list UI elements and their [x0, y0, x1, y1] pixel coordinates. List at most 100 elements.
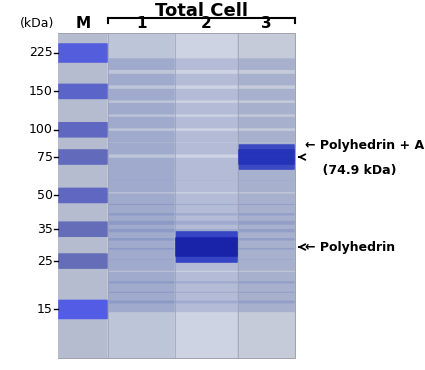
- FancyBboxPatch shape: [108, 213, 175, 225]
- FancyBboxPatch shape: [238, 272, 295, 283]
- FancyBboxPatch shape: [175, 221, 238, 232]
- FancyBboxPatch shape: [238, 281, 295, 293]
- FancyBboxPatch shape: [108, 281, 175, 293]
- Text: ← Polyhedrin: ← Polyhedrin: [305, 240, 395, 253]
- FancyBboxPatch shape: [108, 292, 175, 303]
- FancyBboxPatch shape: [108, 117, 175, 128]
- FancyBboxPatch shape: [175, 158, 238, 169]
- FancyBboxPatch shape: [175, 58, 238, 70]
- FancyBboxPatch shape: [108, 204, 175, 215]
- Bar: [58, 33, 295, 358]
- Text: 100: 100: [29, 123, 53, 136]
- FancyBboxPatch shape: [238, 300, 295, 312]
- FancyBboxPatch shape: [175, 238, 238, 250]
- FancyBboxPatch shape: [58, 43, 108, 63]
- FancyBboxPatch shape: [108, 248, 175, 260]
- FancyBboxPatch shape: [175, 259, 238, 271]
- Bar: [176, 34, 238, 357]
- FancyBboxPatch shape: [238, 181, 295, 192]
- FancyBboxPatch shape: [58, 221, 108, 237]
- FancyBboxPatch shape: [238, 238, 295, 250]
- FancyBboxPatch shape: [238, 74, 295, 85]
- Text: (kDa): (kDa): [20, 17, 54, 30]
- FancyBboxPatch shape: [238, 143, 295, 154]
- FancyBboxPatch shape: [175, 300, 238, 312]
- FancyBboxPatch shape: [58, 253, 108, 269]
- Text: 225: 225: [29, 47, 53, 60]
- FancyBboxPatch shape: [175, 213, 238, 225]
- FancyBboxPatch shape: [175, 89, 238, 100]
- FancyBboxPatch shape: [108, 158, 175, 169]
- FancyBboxPatch shape: [108, 272, 175, 283]
- Text: M: M: [75, 16, 91, 30]
- FancyBboxPatch shape: [238, 149, 295, 165]
- FancyBboxPatch shape: [175, 292, 238, 303]
- FancyBboxPatch shape: [108, 259, 175, 271]
- FancyBboxPatch shape: [58, 149, 108, 165]
- FancyBboxPatch shape: [108, 131, 175, 142]
- FancyBboxPatch shape: [108, 229, 175, 240]
- FancyBboxPatch shape: [238, 158, 295, 169]
- Text: 35: 35: [37, 223, 53, 236]
- FancyBboxPatch shape: [238, 213, 295, 225]
- FancyBboxPatch shape: [108, 169, 175, 181]
- FancyBboxPatch shape: [175, 181, 238, 192]
- FancyBboxPatch shape: [108, 221, 175, 232]
- FancyBboxPatch shape: [175, 143, 238, 154]
- FancyBboxPatch shape: [175, 204, 238, 215]
- FancyBboxPatch shape: [238, 194, 295, 205]
- FancyBboxPatch shape: [175, 194, 238, 205]
- FancyBboxPatch shape: [175, 272, 238, 283]
- Text: 15: 15: [37, 303, 53, 316]
- FancyBboxPatch shape: [175, 169, 238, 181]
- FancyBboxPatch shape: [108, 89, 175, 100]
- FancyBboxPatch shape: [238, 259, 295, 271]
- FancyBboxPatch shape: [238, 58, 295, 70]
- Text: 25: 25: [37, 255, 53, 268]
- FancyBboxPatch shape: [175, 237, 238, 257]
- Text: 150: 150: [29, 85, 53, 98]
- Text: 2: 2: [201, 16, 212, 30]
- FancyBboxPatch shape: [108, 194, 175, 205]
- FancyBboxPatch shape: [108, 300, 175, 312]
- FancyBboxPatch shape: [238, 169, 295, 181]
- FancyBboxPatch shape: [58, 300, 108, 319]
- FancyBboxPatch shape: [108, 143, 175, 154]
- FancyBboxPatch shape: [108, 58, 175, 70]
- FancyBboxPatch shape: [238, 229, 295, 240]
- FancyBboxPatch shape: [238, 117, 295, 128]
- Text: (74.9 kDa): (74.9 kDa): [305, 164, 397, 177]
- FancyBboxPatch shape: [238, 292, 295, 303]
- Text: 3: 3: [261, 16, 272, 30]
- FancyBboxPatch shape: [108, 181, 175, 192]
- FancyBboxPatch shape: [175, 131, 238, 142]
- FancyBboxPatch shape: [175, 74, 238, 85]
- FancyBboxPatch shape: [58, 122, 108, 138]
- FancyBboxPatch shape: [238, 103, 295, 114]
- FancyBboxPatch shape: [175, 103, 238, 114]
- FancyBboxPatch shape: [238, 89, 295, 100]
- Text: 75: 75: [37, 151, 53, 164]
- FancyBboxPatch shape: [175, 231, 238, 263]
- FancyBboxPatch shape: [175, 229, 238, 240]
- FancyBboxPatch shape: [175, 117, 238, 128]
- FancyBboxPatch shape: [238, 131, 295, 142]
- Text: 50: 50: [37, 189, 53, 202]
- Bar: [108, 34, 175, 357]
- FancyBboxPatch shape: [108, 103, 175, 114]
- Bar: [59, 34, 108, 357]
- Text: Total Cell: Total Cell: [155, 2, 248, 20]
- Text: 1: 1: [136, 16, 147, 30]
- Text: ← Polyhedrin + ADV gD: ← Polyhedrin + ADV gD: [305, 139, 425, 152]
- FancyBboxPatch shape: [108, 74, 175, 85]
- FancyBboxPatch shape: [58, 188, 108, 203]
- Bar: [238, 34, 295, 357]
- FancyBboxPatch shape: [108, 238, 175, 250]
- FancyBboxPatch shape: [58, 84, 108, 99]
- FancyBboxPatch shape: [175, 248, 238, 260]
- FancyBboxPatch shape: [238, 221, 295, 232]
- FancyBboxPatch shape: [238, 248, 295, 260]
- FancyBboxPatch shape: [238, 204, 295, 215]
- FancyBboxPatch shape: [238, 144, 295, 170]
- FancyBboxPatch shape: [175, 281, 238, 293]
